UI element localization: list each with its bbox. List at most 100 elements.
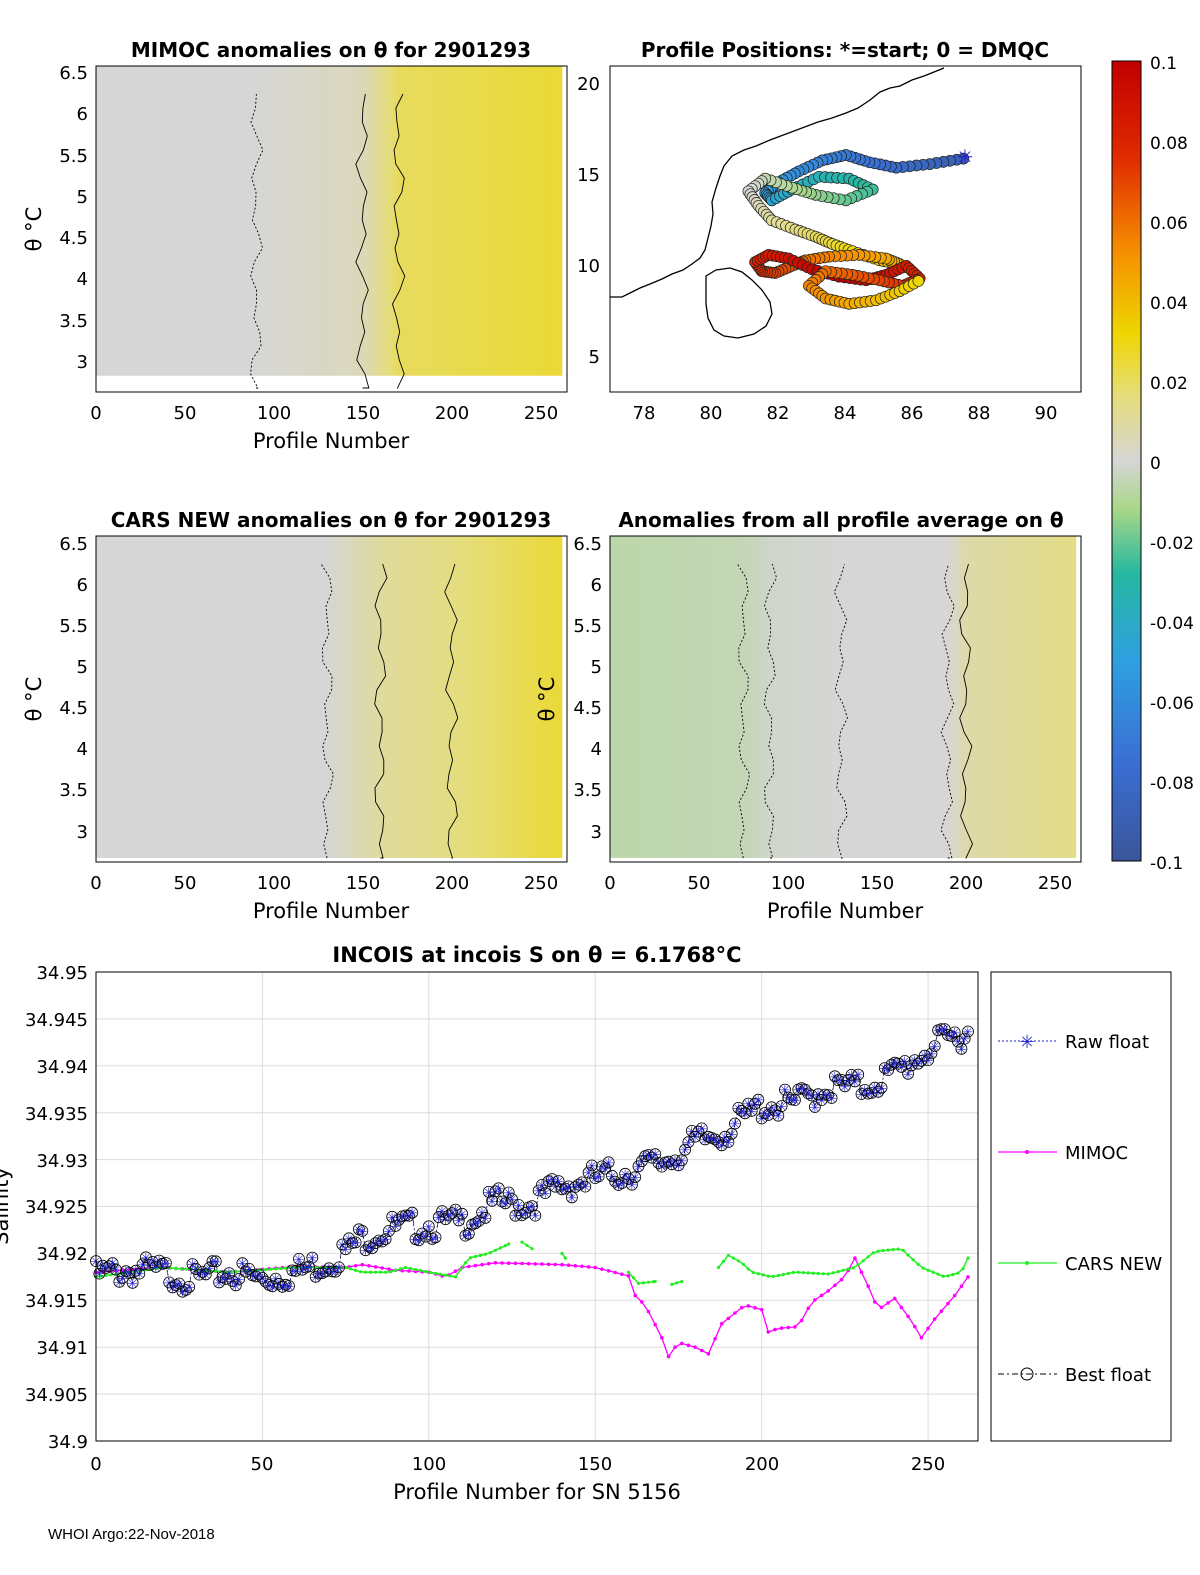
mimoc-point xyxy=(606,1269,611,1273)
raw-float-point: ✳ xyxy=(853,1069,864,1084)
anomaly-column xyxy=(218,536,222,858)
anomaly-column xyxy=(231,66,234,376)
anomaly-column xyxy=(383,536,387,858)
raw-float-point: ✳ xyxy=(400,1210,411,1225)
mimoc-point xyxy=(586,1265,591,1269)
raw-float-point: ✳ xyxy=(839,1080,850,1095)
best-float-point xyxy=(442,1209,455,1222)
x-tick-label: 150 xyxy=(860,873,894,894)
anomaly-column xyxy=(412,66,415,376)
anomaly-column xyxy=(487,66,490,376)
raw-float-point: ✳ xyxy=(573,1179,584,1194)
anomaly-column xyxy=(999,536,1002,858)
anomaly-column xyxy=(515,66,518,376)
anomaly-column xyxy=(204,66,207,376)
anomaly-column xyxy=(385,536,389,858)
anomaly-column xyxy=(270,536,273,858)
anomaly-column xyxy=(220,66,223,376)
mimoc-point xyxy=(853,1256,857,1260)
anomaly-column xyxy=(190,536,193,858)
anomaly-column xyxy=(156,66,159,376)
anomaly-column xyxy=(833,536,837,858)
x-tick-label: 78 xyxy=(633,403,656,424)
raw-float-series-line xyxy=(95,1028,969,1293)
anomaly-column xyxy=(940,536,943,858)
best-float-point xyxy=(323,1262,335,1275)
anomaly-column xyxy=(805,536,808,858)
mimoc-point xyxy=(799,1318,804,1323)
anomaly-column xyxy=(1015,536,1018,858)
best-float-point xyxy=(858,1084,871,1096)
anomaly-column xyxy=(766,536,769,858)
mimoc-point xyxy=(866,1284,870,1288)
mimoc-point xyxy=(526,1261,531,1266)
cars-anomaly-field xyxy=(96,536,563,859)
anomaly-column xyxy=(287,536,291,858)
anomaly-column xyxy=(865,536,869,858)
anomaly-column xyxy=(677,536,680,858)
anomaly-column xyxy=(152,66,156,376)
cars-point xyxy=(821,1272,825,1276)
cars-point xyxy=(423,1269,428,1274)
anomaly-column xyxy=(380,66,383,376)
raw-float-point: ✳ xyxy=(756,1113,767,1128)
raw-float-point: ✳ xyxy=(946,1030,957,1045)
mimoc-point xyxy=(873,1300,877,1304)
raw-float-point: ✳ xyxy=(540,1187,551,1202)
best-float-point xyxy=(952,1035,964,1048)
best-float-point xyxy=(306,1251,319,1264)
anomaly-column xyxy=(140,66,143,376)
anomaly-column xyxy=(286,536,289,858)
anomaly-column xyxy=(419,536,422,858)
anomaly-column xyxy=(115,66,118,376)
anomaly-column xyxy=(398,536,401,858)
anomaly-column xyxy=(234,536,238,858)
mimoc-point xyxy=(486,1261,491,1266)
anomaly-column xyxy=(325,66,328,376)
anomaly-column xyxy=(289,536,293,858)
anomaly-column xyxy=(513,536,517,858)
anomaly-column xyxy=(280,66,284,376)
anomaly-column xyxy=(700,536,704,858)
raw-float-point: ✳ xyxy=(463,1228,474,1243)
anomaly-column xyxy=(649,536,652,858)
timeseries-series: ✳✳✳✳✳✳✳✳✳✳✳✳✳✳✳✳✳✳✳✳✳✳✳✳✳✳✳✳✳✳✳✳✳✳✳✳✳✳✳✳… xyxy=(90,1023,974,1359)
raw-float-point: ✳ xyxy=(696,1122,707,1137)
anomaly-column xyxy=(725,536,728,858)
y-tick-label: 4 xyxy=(77,269,88,290)
cars-point xyxy=(234,1270,238,1274)
best-float-point xyxy=(765,1101,778,1114)
raw-float-point: ✳ xyxy=(353,1223,364,1238)
anomaly-column xyxy=(316,66,319,376)
mimoc-point xyxy=(506,1261,511,1265)
anomaly-column xyxy=(350,66,353,376)
anomaly-column xyxy=(1068,536,1071,858)
raw-float-point: ✳ xyxy=(596,1160,607,1175)
raw-float-point: ✳ xyxy=(457,1208,468,1223)
best-float-point xyxy=(479,1212,492,1224)
raw-float-point: ✳ xyxy=(793,1084,804,1099)
best-float-point xyxy=(179,1284,192,1296)
anomaly-column xyxy=(398,66,401,376)
raw-float-point: ✳ xyxy=(616,1177,627,1192)
raw-float-point: ✳ xyxy=(849,1075,860,1090)
anomaly-column xyxy=(942,536,945,858)
x-tick-label: 100 xyxy=(257,403,291,424)
anomaly-column xyxy=(755,536,759,858)
anomaly-column xyxy=(467,66,470,376)
anomaly-column xyxy=(652,536,656,858)
anomaly-column xyxy=(858,536,862,858)
raw-float-point: ✳ xyxy=(177,1286,188,1301)
best-float-point xyxy=(412,1234,425,1247)
raw-float-point: ✳ xyxy=(167,1281,178,1296)
y-tick-label: 6 xyxy=(591,575,602,596)
mimoc-point xyxy=(779,1326,784,1330)
anomaly-column xyxy=(167,66,170,376)
anomaly-column xyxy=(1047,536,1050,858)
anomaly-column xyxy=(769,536,773,858)
anomaly-column xyxy=(300,536,303,858)
cars-point xyxy=(520,1240,524,1244)
raw-float-point: ✳ xyxy=(390,1220,401,1235)
timeseries-legend: ✳ Raw float MIMOC CARS NEW Best float xyxy=(990,971,1172,1442)
best-float-point xyxy=(239,1265,252,1278)
